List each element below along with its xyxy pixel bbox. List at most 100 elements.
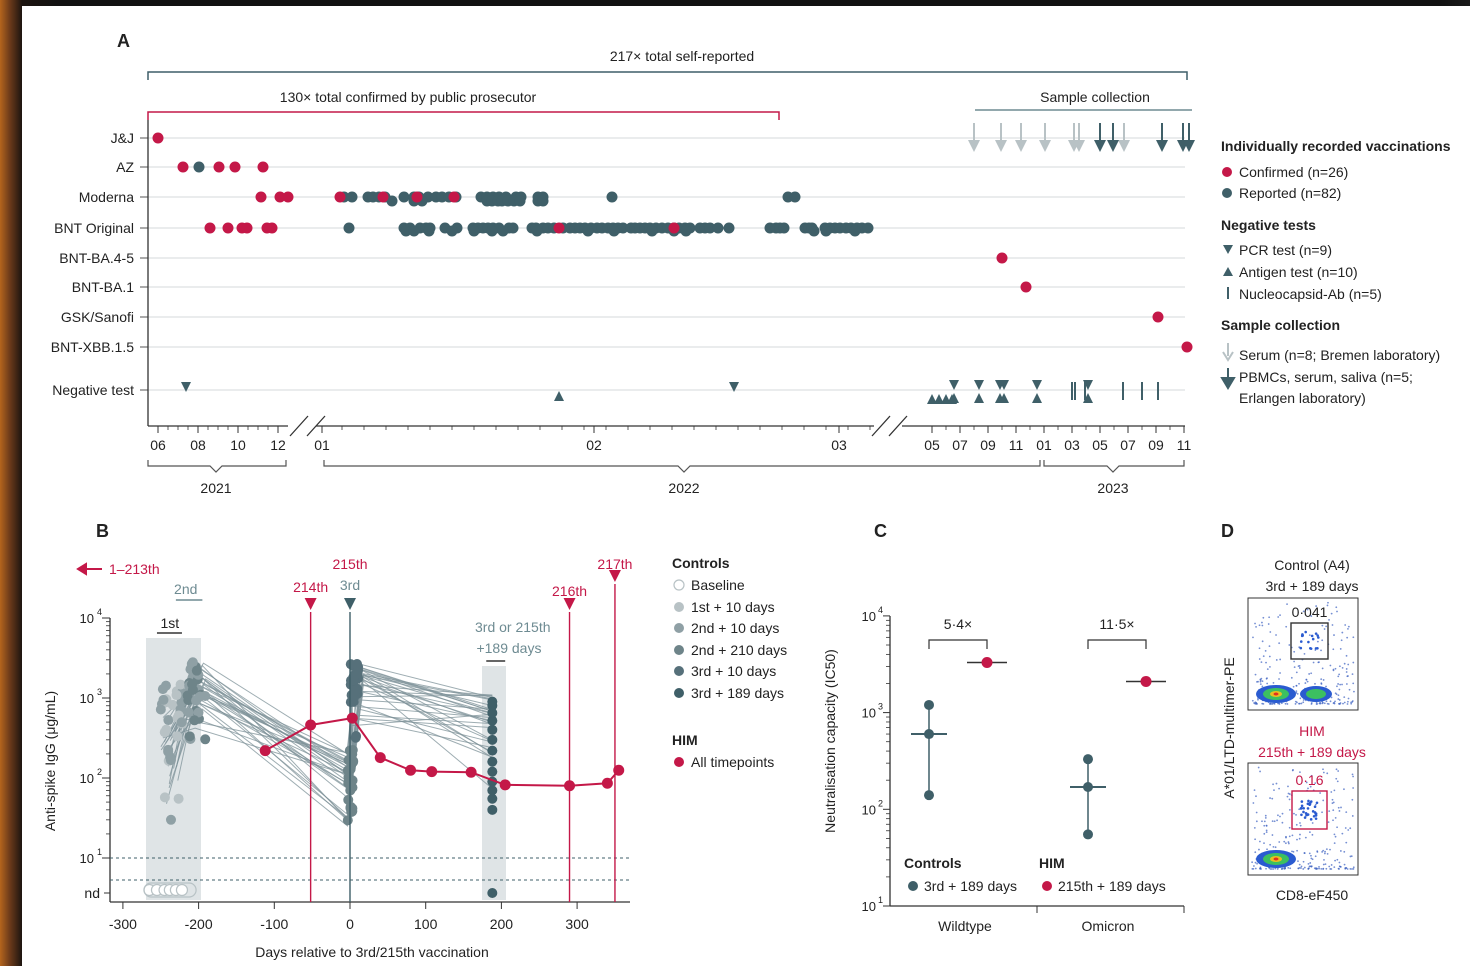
flow-event xyxy=(1298,808,1301,811)
flow-event xyxy=(1271,820,1274,823)
c-fold-om: 11·5× xyxy=(1099,616,1134,632)
nucleocapsid-marker xyxy=(1071,382,1073,400)
control-point-189 xyxy=(487,734,498,745)
him-point xyxy=(259,745,271,757)
bracket-total-label: 217× total self-reported xyxy=(610,48,754,64)
flow-event xyxy=(1310,854,1312,857)
c-ytick-exp: 2 xyxy=(878,798,883,808)
sample-serum-arrowhead xyxy=(1039,140,1051,152)
flow-event xyxy=(1323,852,1326,855)
flow-event xyxy=(1337,770,1340,772)
flow-event xyxy=(1350,701,1352,704)
him-point xyxy=(601,777,613,789)
flow-event xyxy=(1302,701,1305,704)
vacc-confirmed-dot xyxy=(1152,311,1164,323)
flow-event xyxy=(1328,865,1331,868)
vacc-reported-dot xyxy=(497,225,509,237)
flow-event xyxy=(1300,867,1302,869)
flow-xlabel: CD8-eF450 xyxy=(1276,887,1349,903)
legend-a-pcr: PCR test (n=9) xyxy=(1239,242,1332,258)
flow-event xyxy=(1277,702,1279,705)
flow-event xyxy=(1300,702,1303,705)
flow-event xyxy=(1306,608,1309,611)
flow-event xyxy=(1335,768,1338,771)
flow-event xyxy=(1256,680,1258,683)
flow-event xyxy=(1262,655,1265,658)
flow-event xyxy=(1309,831,1311,833)
flow-event xyxy=(1309,785,1312,788)
flow-event xyxy=(1270,868,1273,870)
flow-event xyxy=(1284,842,1287,845)
flow-gate-event xyxy=(1314,647,1318,650)
flow-event xyxy=(1295,823,1298,826)
flow-event xyxy=(1304,836,1307,839)
vacc-confirmed-dot xyxy=(1181,341,1193,353)
flow-event xyxy=(1331,798,1334,801)
flow-event xyxy=(1254,838,1257,841)
flow-event xyxy=(1320,678,1323,681)
flow-gate-value: 0·041 xyxy=(1292,604,1328,620)
legend-a-serum: Serum (n=8; Bremen laboratory) xyxy=(1239,347,1440,363)
ann-189-b: +189 days xyxy=(476,640,541,656)
control-point xyxy=(195,691,206,702)
antigen-test-marker xyxy=(949,393,959,403)
control-point xyxy=(193,707,204,718)
flow-event xyxy=(1338,699,1341,701)
flow-event xyxy=(1286,603,1288,606)
vacc-confirmed-dot xyxy=(266,222,278,234)
flow-event xyxy=(1343,850,1346,853)
flow-event xyxy=(1287,792,1290,795)
flow-event xyxy=(1321,702,1324,705)
flow-event xyxy=(1269,843,1272,846)
flow-event xyxy=(1264,649,1267,652)
flow-event xyxy=(1261,685,1264,688)
a-xtick-label: 07 xyxy=(1120,437,1136,453)
flow-event xyxy=(1286,795,1289,798)
flow-event xyxy=(1285,836,1287,839)
flow-gate-event xyxy=(1300,806,1303,810)
row-label: J&J xyxy=(111,130,134,146)
flow-event xyxy=(1298,667,1301,669)
flow-event xyxy=(1288,826,1291,829)
a-xtick-label: 05 xyxy=(1092,437,1108,453)
vacc-reported-dot xyxy=(343,222,355,234)
c-ytick-label: 10 xyxy=(862,802,876,817)
flow-gate-event xyxy=(1308,803,1311,807)
flow-event xyxy=(1263,824,1266,827)
flow-gate-value: 0·16 xyxy=(1295,772,1323,788)
flow-event xyxy=(1297,867,1300,870)
flow-event xyxy=(1305,678,1308,681)
flow-gate-event xyxy=(1311,810,1315,813)
flow-event xyxy=(1341,683,1343,686)
flow-event xyxy=(1339,703,1341,705)
flow-event xyxy=(1310,865,1313,868)
flow-gate-event xyxy=(1315,801,1319,805)
flow-event xyxy=(1349,855,1352,858)
b-xtick-label: 100 xyxy=(414,916,438,932)
flow-event xyxy=(1252,636,1254,639)
vacc-confirmed-dot xyxy=(553,222,565,234)
him-point xyxy=(405,764,417,776)
flow-event xyxy=(1350,702,1353,705)
flow-gate-event xyxy=(1317,636,1320,639)
flow-event xyxy=(1278,678,1280,680)
panel-b-letter: B xyxy=(96,521,109,541)
ann-216: 216th xyxy=(552,583,587,599)
control-point-189 xyxy=(487,707,498,718)
flow-event xyxy=(1256,862,1258,865)
sample-pbmc-arrowhead xyxy=(1183,140,1195,152)
flow-event xyxy=(1333,701,1336,704)
flow-event xyxy=(1318,867,1320,870)
flow-event xyxy=(1293,660,1296,663)
vacc-reported-dot xyxy=(423,225,435,237)
flow-event xyxy=(1315,703,1318,705)
flow-event xyxy=(1337,694,1340,697)
flow-event xyxy=(1339,850,1342,852)
flow-event xyxy=(1303,652,1306,655)
flow-event xyxy=(1352,636,1355,639)
vacc-reported-dot xyxy=(507,222,519,234)
flow-event xyxy=(1353,690,1355,693)
flow-event xyxy=(1325,848,1328,851)
control-point xyxy=(165,755,176,766)
vacc-reported-dot xyxy=(582,225,594,237)
